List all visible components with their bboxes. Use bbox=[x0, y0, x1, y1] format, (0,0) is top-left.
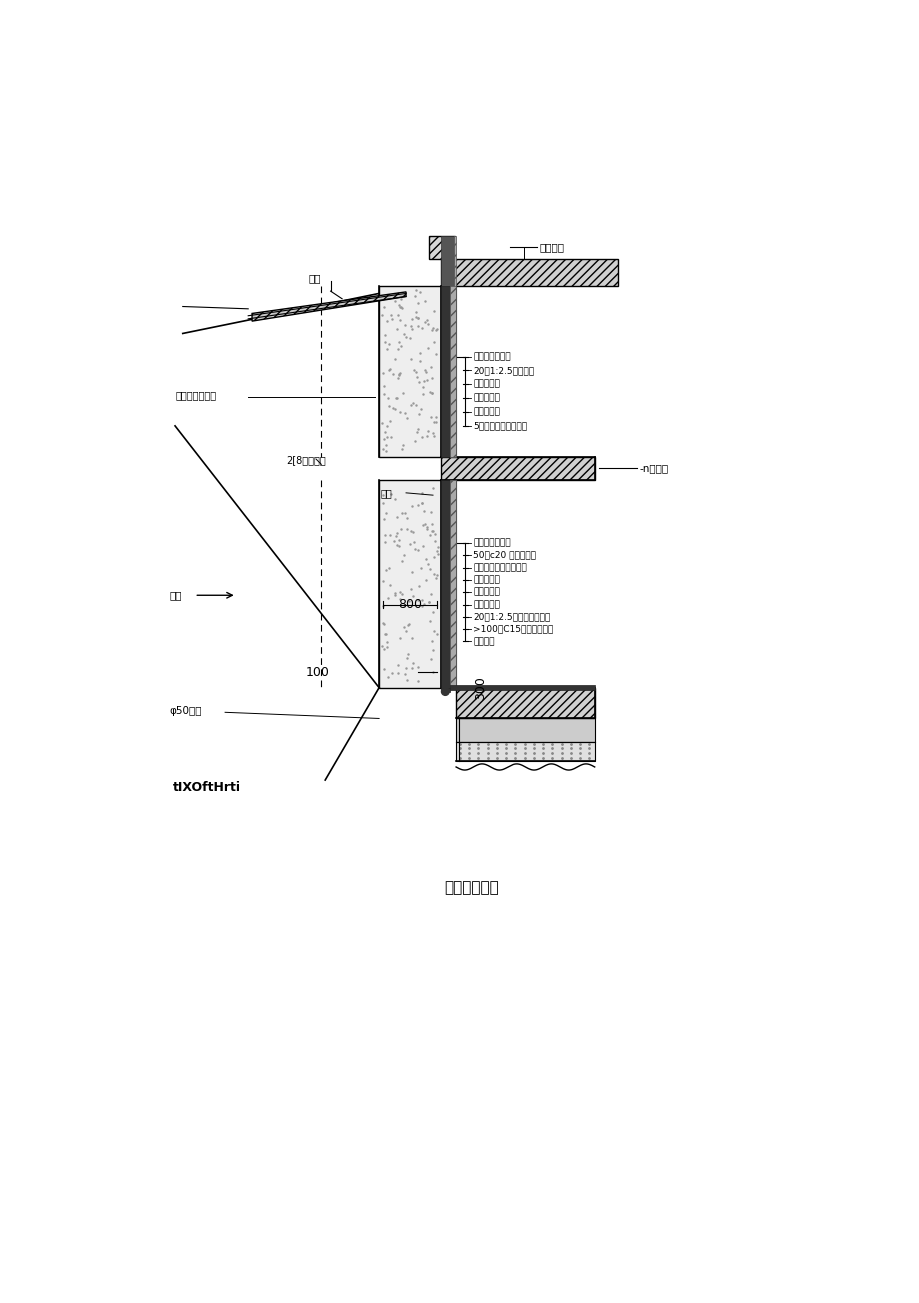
Bar bbox=[440, 688, 449, 692]
Bar bbox=[456, 688, 594, 718]
Circle shape bbox=[441, 688, 448, 696]
Text: 卷材防水层: 卷材防水层 bbox=[472, 408, 499, 417]
Text: 基层处理剂: 基层处理剂 bbox=[472, 379, 499, 388]
Text: -n层楼板: -n层楼板 bbox=[639, 463, 668, 473]
Text: 100: 100 bbox=[305, 666, 329, 679]
Text: 基层处理剂: 基层处理剂 bbox=[472, 599, 499, 609]
Text: 20厚1:2.5水泥砂浆找平层: 20厚1:2.5水泥砂浆找平层 bbox=[472, 612, 550, 622]
Text: 聚合物砂浆抹面: 聚合物砂浆抹面 bbox=[175, 390, 216, 400]
Bar bbox=[428, 236, 454, 259]
Bar bbox=[449, 480, 456, 688]
Bar bbox=[449, 685, 594, 691]
Text: φ50胶端: φ50胶端 bbox=[169, 706, 202, 715]
Text: 2[8以上筋密: 2[8以上筋密 bbox=[287, 456, 326, 465]
Bar bbox=[453, 236, 456, 289]
Text: 50厚c20 细石混凝土: 50厚c20 细石混凝土 bbox=[472, 551, 536, 560]
Bar bbox=[440, 285, 449, 456]
Text: 墙板: 墙板 bbox=[309, 274, 321, 283]
Text: 粗砂: 粗砂 bbox=[380, 487, 392, 498]
Polygon shape bbox=[252, 292, 405, 321]
Bar bbox=[440, 456, 594, 480]
Text: 外墙防水做法: 外墙防水做法 bbox=[444, 881, 498, 895]
Bar bbox=[449, 285, 456, 456]
Text: 钢筋混凝土外墙: 钢筋混凝土外墙 bbox=[472, 352, 510, 361]
Text: 一层楼板: 一层楼板 bbox=[539, 242, 563, 253]
Text: 卷材防水层: 卷材防水层 bbox=[472, 588, 499, 597]
Text: 钢筋混凝土楼板: 钢筋混凝土楼板 bbox=[472, 538, 510, 547]
Bar bbox=[440, 480, 449, 688]
Bar bbox=[456, 741, 594, 761]
Text: 卷材防水层: 卷材防水层 bbox=[472, 576, 499, 584]
Text: 弹性底涂料（稀护）层: 弹性底涂料（稀护）层 bbox=[472, 563, 527, 572]
Text: 素土夯实: 素土夯实 bbox=[472, 637, 494, 646]
Text: 墙断: 墙断 bbox=[169, 590, 182, 601]
Bar bbox=[456, 718, 594, 741]
Text: 800: 800 bbox=[398, 598, 422, 611]
Text: >100厚C15素混凝土垫层: >100厚C15素混凝土垫层 bbox=[472, 624, 552, 633]
Bar bbox=[379, 480, 440, 688]
Text: tIXOftHrti: tIXOftHrti bbox=[173, 782, 241, 795]
Bar bbox=[440, 259, 618, 285]
Text: 20厚1:2.5水泥砂浆: 20厚1:2.5水泥砂浆 bbox=[472, 366, 534, 375]
Text: 卷材防水层: 卷材防水层 bbox=[472, 394, 499, 403]
Bar bbox=[440, 236, 453, 289]
Bar bbox=[379, 285, 440, 456]
Text: 300: 300 bbox=[473, 676, 487, 700]
Text: 5厚乙烯防水涂料材料: 5厚乙烯防水涂料材料 bbox=[472, 421, 527, 430]
